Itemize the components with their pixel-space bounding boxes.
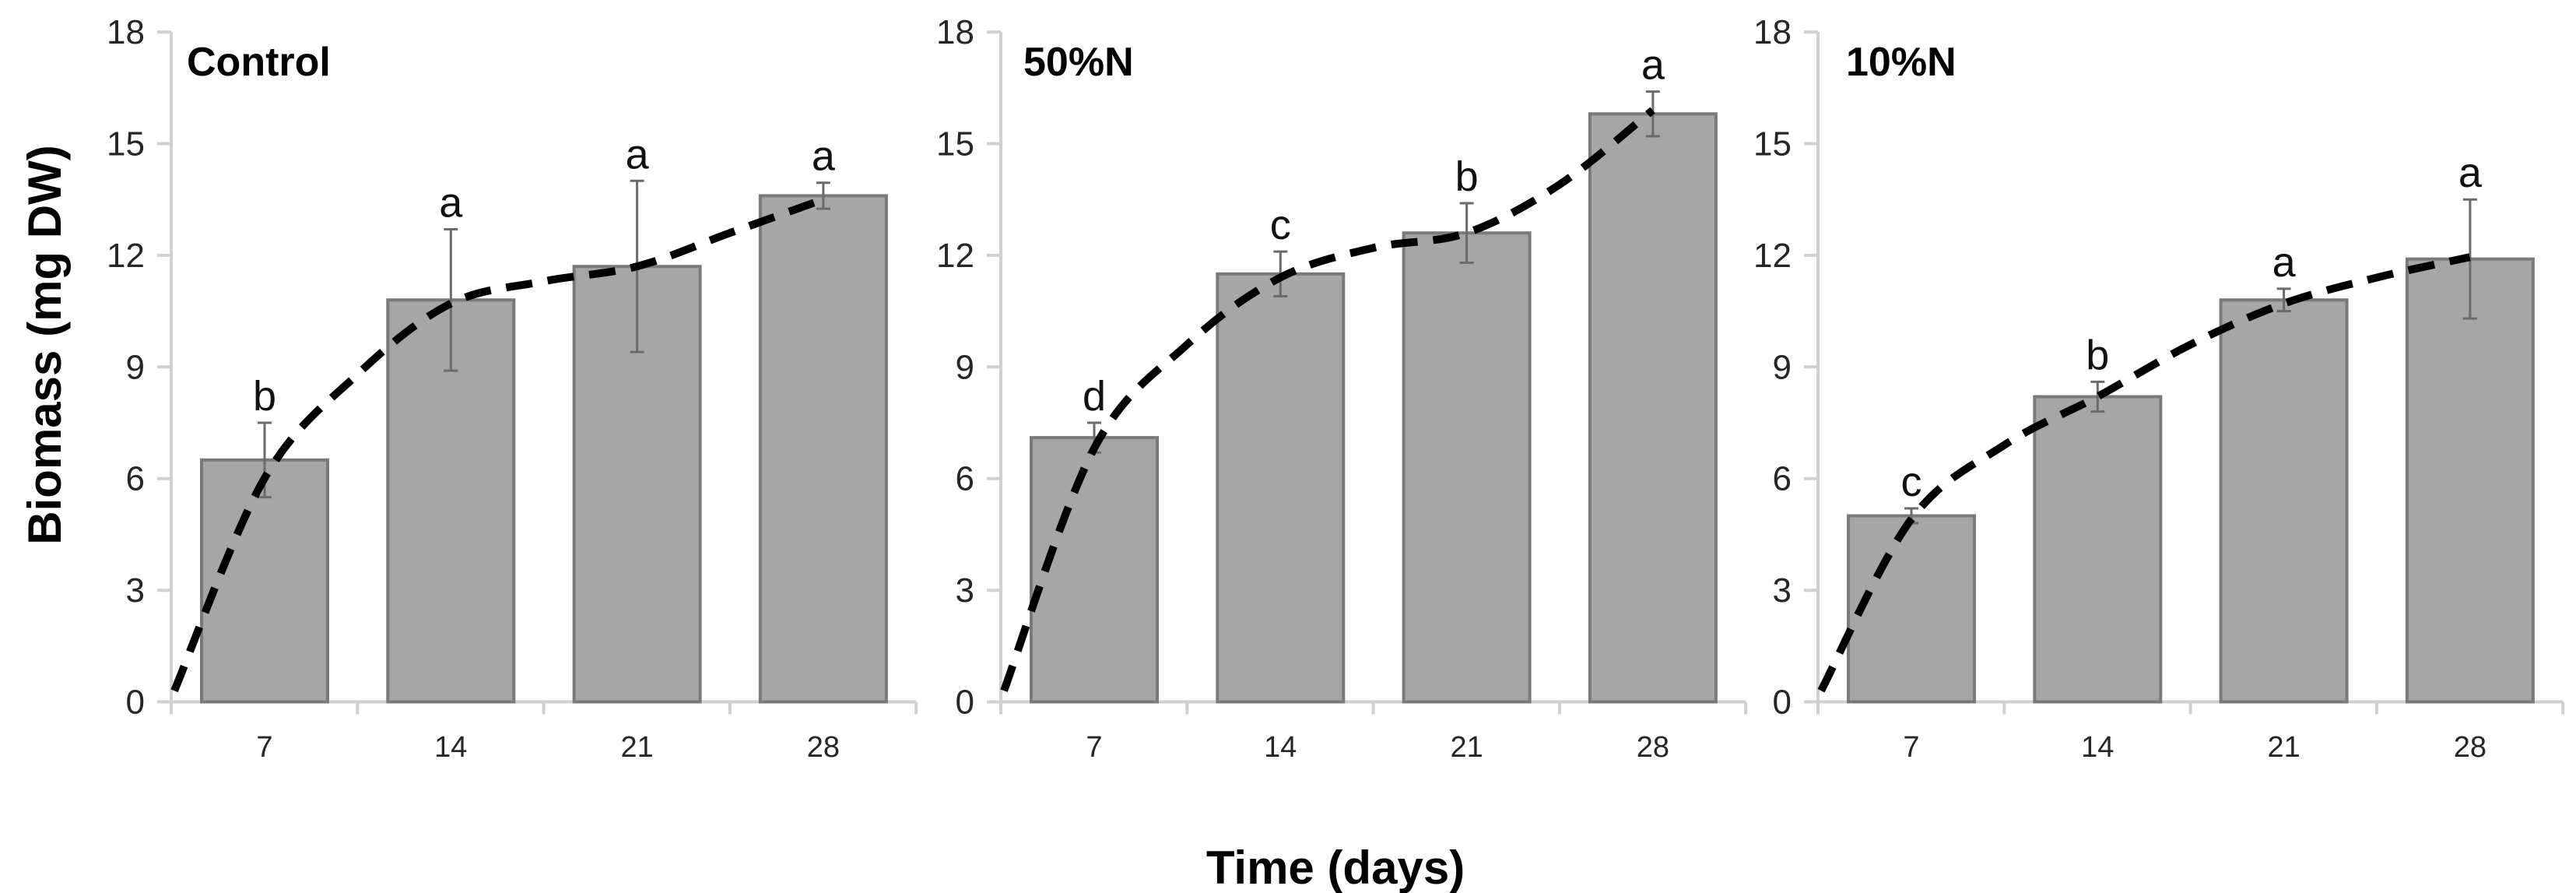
panel-50-percent-n: 0 3 6 9 12 15 18 d 7 c 14 b 21 a 28 50%N <box>936 13 1748 764</box>
significance-letter: d <box>1083 373 1106 420</box>
significance-letter: c <box>1270 202 1291 248</box>
x-tick-label: 21 <box>620 731 653 764</box>
y-tick-label: 12 <box>107 237 145 275</box>
significance-letter: a <box>626 131 650 178</box>
panel-title: Control <box>187 40 331 85</box>
panel-title: 10%N <box>1846 40 1957 85</box>
x-tick-label: 21 <box>2267 731 2300 764</box>
trend-line <box>170 195 825 693</box>
bar <box>2219 298 2349 704</box>
y-tick-label: 9 <box>1773 348 1792 386</box>
bar <box>1402 231 1532 704</box>
y-tick-label: 18 <box>107 13 145 51</box>
y-tick-label: 3 <box>126 571 145 610</box>
bar <box>2033 395 2163 704</box>
y-tick-label: 18 <box>1753 13 1792 51</box>
error-bar <box>1459 202 1474 264</box>
x-tick-label: 7 <box>256 731 272 764</box>
bar <box>1847 514 1976 704</box>
bar <box>2405 257 2535 704</box>
x-tick-label: 28 <box>2454 731 2487 764</box>
bar <box>1216 272 1346 704</box>
x-tick-label: 7 <box>1903 731 1919 764</box>
x-tick-label: 28 <box>1637 731 1669 764</box>
y-tick-label: 6 <box>126 460 145 498</box>
y-tick-label: 15 <box>107 125 145 163</box>
x-tick-label: 28 <box>807 731 840 764</box>
error-bar <box>2090 380 2105 413</box>
y-tick-label: 15 <box>936 125 974 163</box>
trend-line <box>1000 107 1655 692</box>
bar <box>200 458 329 704</box>
y-tick-label: 0 <box>956 684 974 722</box>
y-tick-label: 9 <box>956 348 974 386</box>
error-bar <box>816 181 830 210</box>
significance-letter: a <box>2458 149 2483 196</box>
significance-letter: b <box>1455 153 1479 200</box>
y-tick-label: 6 <box>1773 460 1792 498</box>
significance-letter: b <box>2086 332 2109 378</box>
error-bar <box>444 227 458 372</box>
y-tick-label: 12 <box>936 237 974 275</box>
error-bar <box>2276 287 2291 313</box>
significance-letter: b <box>253 373 276 420</box>
y-tick-label: 6 <box>956 460 974 498</box>
panel-title: 50%N <box>1023 40 1134 85</box>
y-tick-label: 0 <box>126 684 145 722</box>
significance-letter: a <box>1641 42 1665 89</box>
bar <box>1030 436 1159 704</box>
x-tick-label: 14 <box>2081 731 2114 764</box>
y-tick-label: 12 <box>1753 237 1792 275</box>
x-tick-label: 14 <box>1264 731 1297 764</box>
panel-10-percent-n: 0 3 6 9 12 15 18 c 7 b 14 a 21 a 28 10%N <box>1753 13 2565 764</box>
x-tick-label: 7 <box>1086 731 1102 764</box>
x-tick-label: 14 <box>434 731 467 764</box>
significance-letter: a <box>2272 239 2297 286</box>
bar <box>758 194 888 704</box>
significance-letter: a <box>439 179 463 226</box>
trend-line <box>1817 253 2471 693</box>
y-tick-label: 9 <box>126 348 145 386</box>
panel-control: 0 3 6 9 12 15 18 b 7 a 14 a 21 a 28 Control <box>107 13 918 764</box>
y-tick-label: 3 <box>956 571 974 610</box>
y-axis-title: Biomass (mg DW) <box>19 145 71 544</box>
x-tick-label: 21 <box>1450 731 1483 764</box>
x-axis-title: Time (days) <box>1206 842 1465 893</box>
significance-letter: c <box>1901 459 1922 505</box>
y-tick-label: 15 <box>1753 125 1792 163</box>
y-tick-label: 3 <box>1773 571 1792 610</box>
bar <box>1588 112 1718 704</box>
significance-letter: a <box>812 133 836 180</box>
y-tick-label: 0 <box>1773 684 1792 722</box>
y-tick-label: 18 <box>936 13 974 51</box>
